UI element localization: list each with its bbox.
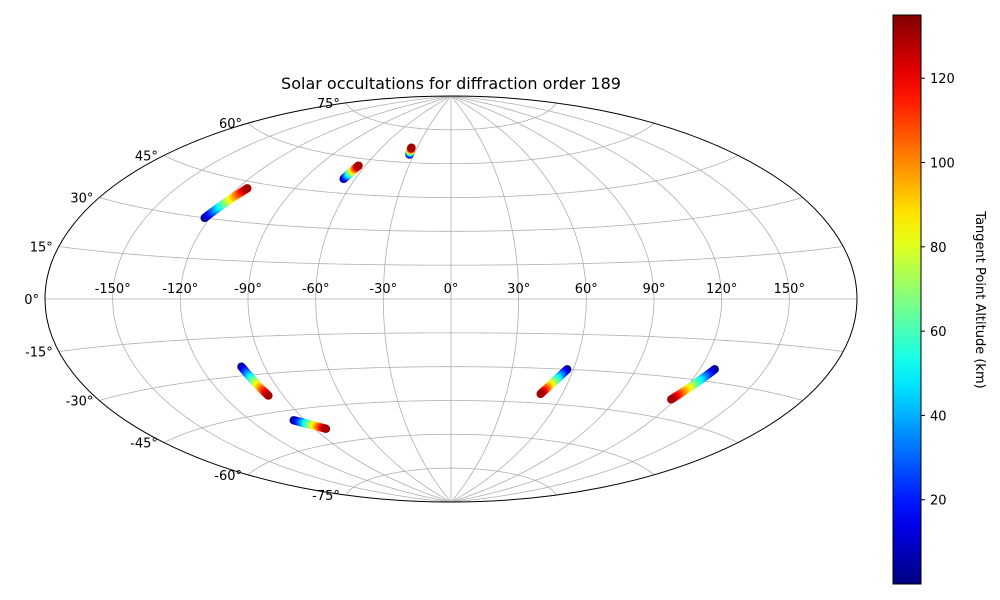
data-point [667,395,675,403]
chart-title: Solar occultations for diffraction order… [281,74,621,93]
longitude-tick-label: -60° [302,282,330,297]
longitude-tick-label: -150° [95,282,131,297]
colorbar-tick-label: 60 [930,325,947,340]
latitude-tick-label: -15° [25,346,53,361]
longitude-tick-label: 150° [774,282,805,297]
colorbar-gradient [893,15,921,584]
colorbar: 20 40 60 80 100 120 [893,15,955,584]
longitude-tick-label: -30° [369,282,397,297]
longitude-tick-label: 120° [706,282,737,297]
data-point [536,390,544,398]
occultation-track [237,363,272,400]
longitude-tick-label: 60° [575,282,598,297]
colorbar-tick-label: 80 [930,241,947,256]
longitude-tick-label: -120° [162,282,198,297]
latitude-tick-label: 15° [30,241,53,256]
colorbar-tick-label: 100 [930,157,955,172]
latitude-tick-label: 0° [24,293,39,308]
latitude-tick-label: 45° [135,150,158,165]
data-point [264,391,272,399]
latitude-tick-label: 60° [219,117,242,132]
occultation-track [339,161,362,183]
data-point [322,425,330,433]
data-point [407,144,415,152]
colorbar-tick-label: 20 [930,494,947,509]
graticule [45,96,857,502]
latitude-tick-label: -60° [214,469,242,484]
latitude-tick-label: -45° [130,437,158,452]
data-point [354,161,362,169]
longitude-tick-label: 90° [642,282,665,297]
longitude-tick-label: 30° [507,282,530,297]
colorbar-tick-label: 120 [930,72,955,87]
occultation-track [536,365,571,398]
colorbar-label: Tangent Point Altitude (km) [972,210,987,388]
data-point [243,184,251,192]
latitude-tick-label: -30° [66,395,94,410]
occultation-track [289,416,330,433]
colorbar-tick-label: 40 [930,409,947,424]
latitude-tick-labels: 75° 60° 45° 30° 15° 0° -15° -30° -45° -60° -75° [24,97,340,504]
latitude-tick-label: 30° [70,192,93,207]
longitude-tick-label: 0° [444,282,459,297]
occultation-track [405,144,415,159]
latitude-tick-label: -75° [312,489,340,504]
occultation-track [200,184,251,222]
occultation-track [667,365,719,403]
longitude-tick-labels: -150° -120° -90° -60° -30° 0° 30° 60° 90° 120° 150… [95,282,805,297]
longitude-tick-label: -90° [234,282,262,297]
latitude-tick-label: 75° [317,97,340,112]
